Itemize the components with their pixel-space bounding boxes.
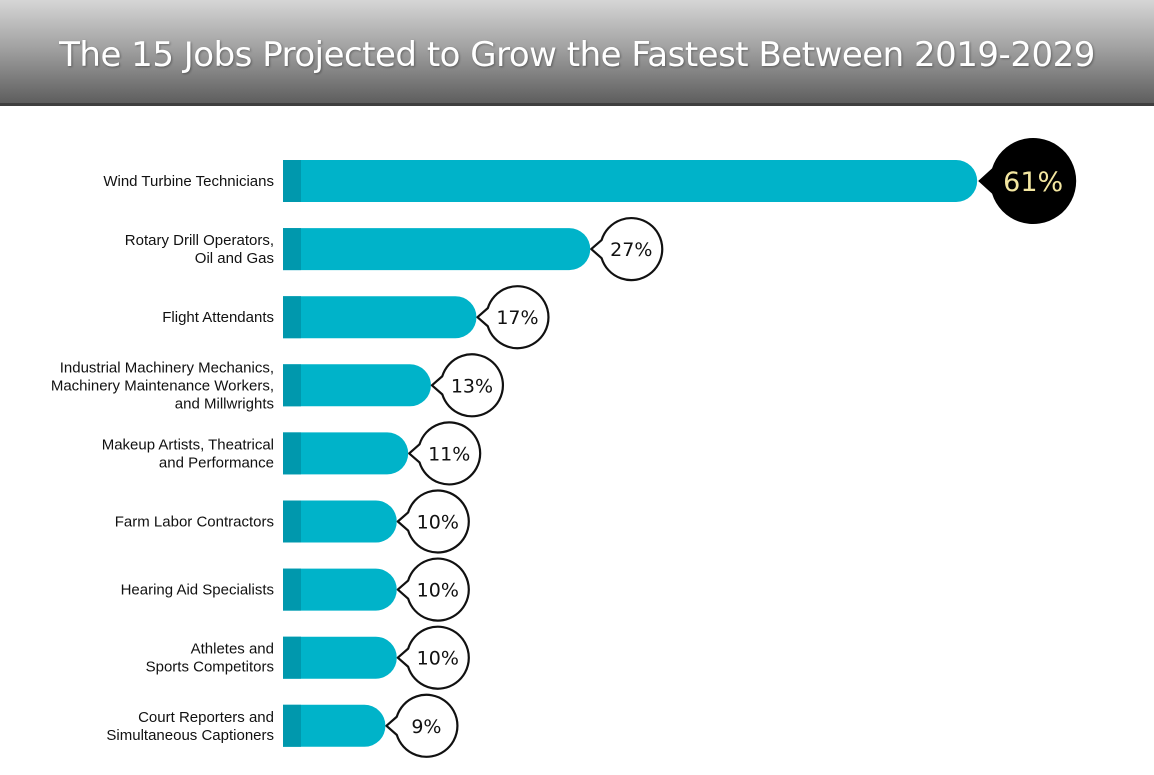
bar-row: Farm Labor Contractors 10% (115, 489, 470, 554)
bar-stub (283, 432, 301, 475)
bar-stub (283, 296, 301, 339)
bar (283, 296, 477, 339)
category-label: Rotary Drill Operators, (125, 232, 274, 249)
value-bubble (396, 625, 470, 690)
category-label: Oil and Gas (195, 250, 274, 267)
bar-stub (283, 364, 301, 407)
category-label: and Performance (159, 454, 274, 471)
bar-row: Flight Attendants 17% (162, 285, 550, 350)
bar (283, 364, 431, 407)
value-bubble (385, 693, 459, 758)
chart-title: The 15 Jobs Projected to Grow the Fastes… (59, 35, 1095, 75)
bar-row: Wind Turbine Technicians 61% (103, 138, 1077, 224)
category-label: Hearing Aid Specialists (121, 582, 274, 599)
value-bubble (476, 285, 550, 350)
bar-stub (283, 228, 301, 271)
value-bubble (396, 489, 470, 554)
value-label: 61% (1003, 167, 1063, 198)
category-label: Sports Competitors (146, 659, 274, 676)
value-label: 27% (610, 239, 652, 261)
bar (283, 500, 397, 543)
bar-row: Industrial Machinery Mechanics,Machinery… (51, 353, 504, 418)
value-label: 9% (411, 716, 441, 738)
bar-stub (283, 160, 301, 202)
value-bubble (430, 353, 504, 418)
category-label: Athletes and (191, 641, 274, 658)
value-bubble (590, 217, 664, 282)
bar (283, 704, 386, 747)
bar-stub (283, 636, 301, 679)
value-bubble (408, 421, 482, 486)
bar-row: Rotary Drill Operators,Oil and Gas 27% (125, 217, 664, 282)
bar (283, 568, 397, 611)
value-bubble (396, 557, 470, 622)
category-label: Flight Attendants (162, 309, 274, 326)
category-label: Makeup Artists, Theatrical (102, 436, 274, 453)
category-label: Court Reporters and (138, 709, 274, 726)
bar (283, 636, 397, 679)
category-label: Industrial Machinery Mechanics, (60, 359, 274, 376)
title-banner: The 15 Jobs Projected to Grow the Fastes… (0, 0, 1154, 106)
bar-stub (283, 704, 301, 747)
bar-stub (283, 500, 301, 543)
category-label: Machinery Maintenance Workers, (51, 377, 274, 394)
value-label: 10% (417, 580, 459, 602)
bar (283, 432, 409, 475)
value-label: 13% (451, 375, 493, 397)
category-label: and Millwrights (175, 395, 274, 412)
value-label: 10% (417, 512, 459, 534)
bar (283, 228, 591, 271)
value-bubble (978, 138, 1077, 224)
bar-row: Hearing Aid Specialists 10% (121, 557, 470, 622)
category-label: Wind Turbine Technicians (103, 173, 274, 190)
bar (283, 160, 978, 202)
value-label: 17% (496, 307, 538, 329)
category-label: Farm Labor Contractors (115, 514, 274, 531)
category-label: Simultaneous Captioners (106, 727, 274, 744)
value-label: 11% (428, 443, 470, 465)
value-label: 10% (417, 648, 459, 670)
bar-stub (283, 568, 301, 611)
